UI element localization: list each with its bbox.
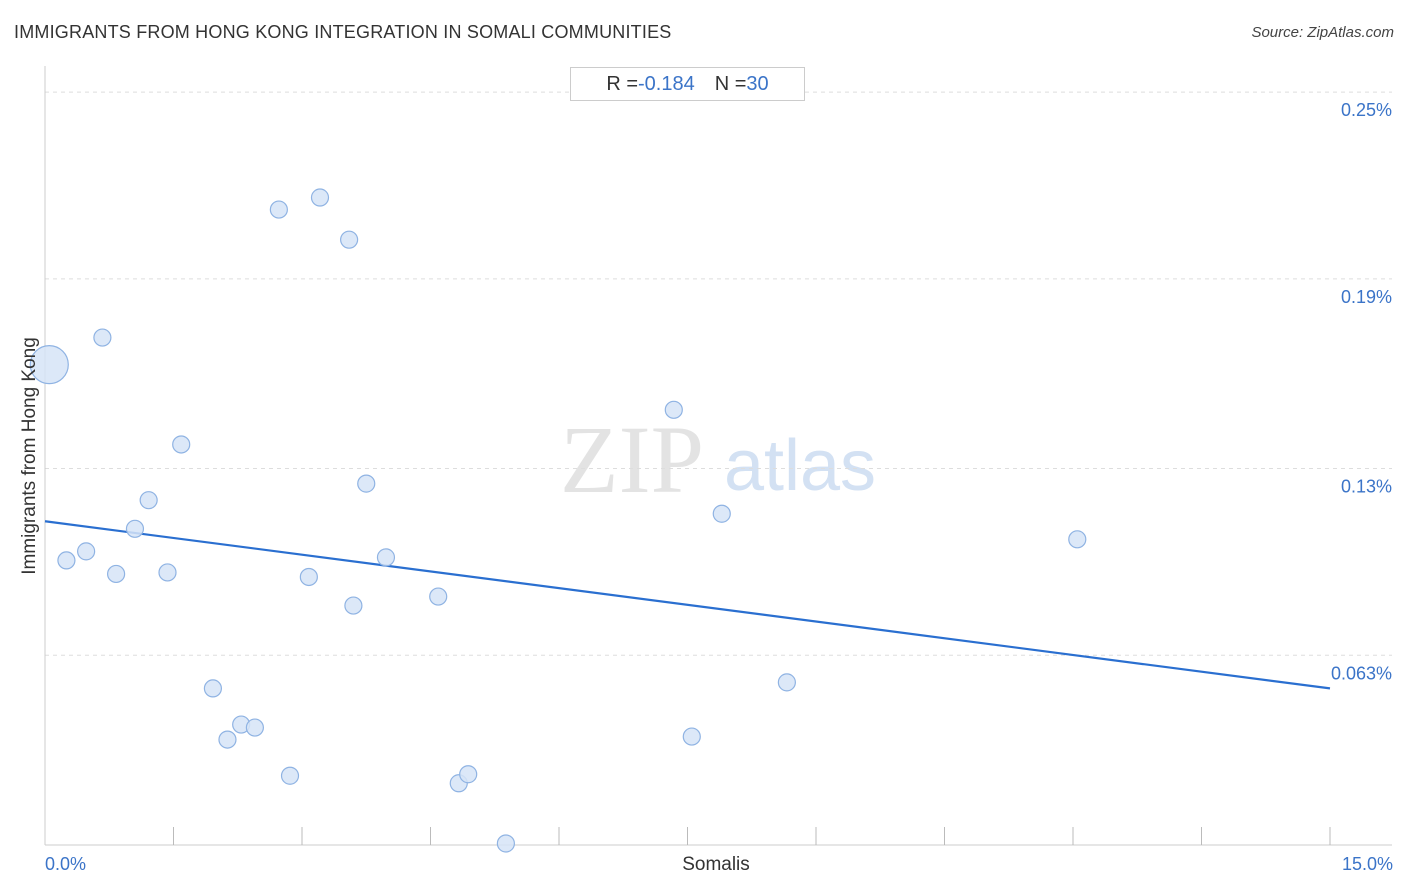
data-point-28 xyxy=(777,673,796,692)
grid-lines xyxy=(45,91,1392,656)
stats-box: R = -0.184 N = 30 xyxy=(570,67,805,101)
y-tick-label-3: 0.25% xyxy=(1341,100,1392,120)
data-point-15 xyxy=(299,567,318,587)
data-point-4 xyxy=(107,564,126,584)
y-axis-title: Immigrants from Hong Kong xyxy=(19,337,40,575)
y-tick-label-2: 0.19% xyxy=(1341,287,1392,307)
data-points xyxy=(29,188,1087,853)
axes xyxy=(44,66,1392,846)
data-point-10 xyxy=(218,730,237,749)
data-point-25 xyxy=(664,400,683,419)
data-point-2 xyxy=(77,542,96,561)
data-point-3 xyxy=(93,328,112,347)
data-point-23 xyxy=(459,765,478,784)
data-point-29 xyxy=(1068,530,1087,549)
data-point-24 xyxy=(496,834,515,853)
watermark-zip: ZIP xyxy=(560,406,704,513)
x-axis-title: Somalis xyxy=(682,854,750,875)
data-point-19 xyxy=(357,474,376,493)
y-tick-label-0: 0.063% xyxy=(1331,663,1392,683)
n-label: N = xyxy=(714,72,747,95)
x-tick-labels: 0.0% 15.0% xyxy=(45,854,1393,874)
y-tick-labels: 0.063% 0.13% 0.19% 0.25% xyxy=(1331,100,1392,683)
data-point-7 xyxy=(158,563,177,582)
data-point-9 xyxy=(203,679,223,698)
x-tick-label-0: 0.0% xyxy=(45,854,86,874)
data-point-5 xyxy=(125,519,145,538)
trend-line xyxy=(44,520,1331,690)
source-label: Source: ZipAtlas.com xyxy=(1251,24,1394,41)
x-ticks xyxy=(173,827,1331,845)
data-point-13 xyxy=(269,200,288,219)
data-point-0 xyxy=(29,345,69,385)
data-point-20 xyxy=(376,548,396,567)
data-point-27 xyxy=(712,504,731,523)
y-tick-label-1: 0.13% xyxy=(1341,477,1392,497)
watermark: ZIP atlas xyxy=(560,406,876,513)
data-point-14 xyxy=(280,766,300,785)
data-point-6 xyxy=(139,491,158,510)
data-point-12 xyxy=(245,718,264,737)
r-value: -0.184 xyxy=(638,72,695,95)
data-point-1 xyxy=(57,551,76,570)
x-tick-label-1: 15.0% xyxy=(1342,854,1393,874)
watermark-atlas: atlas xyxy=(724,426,876,506)
r-label: R = xyxy=(606,72,639,95)
data-point-8 xyxy=(172,435,191,454)
chart-title: IMMIGRANTS FROM HONG KONG INTEGRATION IN… xyxy=(14,22,672,42)
n-value: 30 xyxy=(746,72,769,95)
trend-line-group xyxy=(44,520,1331,690)
data-point-26 xyxy=(682,727,701,746)
data-point-21 xyxy=(429,587,448,606)
data-point-18 xyxy=(344,596,363,615)
data-point-16 xyxy=(310,188,330,207)
data-point-17 xyxy=(340,230,359,249)
